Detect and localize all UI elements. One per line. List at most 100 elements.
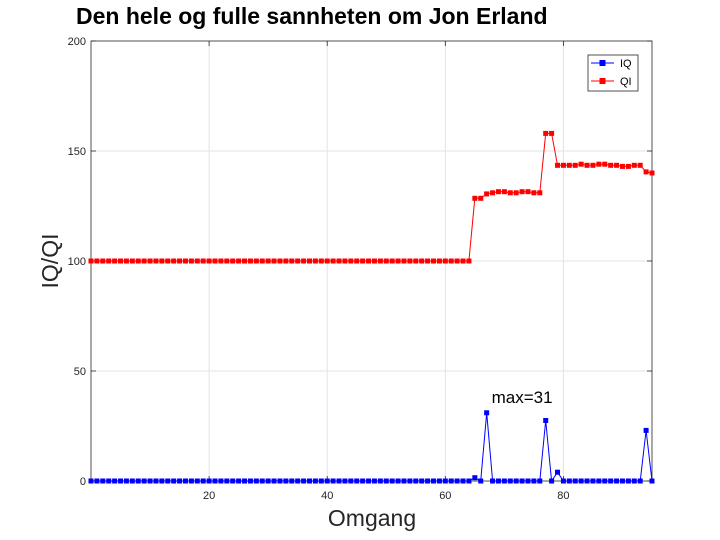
marker-iq bbox=[596, 478, 602, 484]
marker-iq bbox=[247, 478, 253, 484]
marker-qi bbox=[525, 189, 531, 195]
legend-box bbox=[587, 54, 639, 92]
marker-qi bbox=[295, 258, 301, 264]
y-tick-label: 100 bbox=[68, 256, 86, 268]
legend-label-iq: IQ bbox=[620, 58, 632, 70]
marker-iq bbox=[584, 478, 590, 484]
marker-iq bbox=[495, 478, 501, 484]
marker-iq bbox=[306, 478, 312, 484]
marker-qi bbox=[442, 258, 448, 264]
marker-qi bbox=[200, 258, 206, 264]
marker-qi bbox=[448, 258, 454, 264]
marker-iq bbox=[289, 478, 295, 484]
marker-qi bbox=[242, 258, 248, 264]
marker-iq bbox=[371, 478, 377, 484]
marker-iq bbox=[123, 478, 129, 484]
y-tick-label: 0 bbox=[80, 476, 86, 488]
marker-qi bbox=[360, 258, 366, 264]
marker-qi bbox=[484, 191, 490, 197]
marker-iq bbox=[631, 478, 637, 484]
marker-qi bbox=[247, 258, 253, 264]
marker-qi bbox=[94, 258, 100, 264]
marker-qi bbox=[354, 258, 360, 264]
marker-qi bbox=[625, 163, 631, 169]
legend-label-qi: QI bbox=[620, 76, 632, 88]
marker-iq bbox=[265, 478, 271, 484]
marker-qi bbox=[147, 258, 153, 264]
marker-qi bbox=[230, 258, 236, 264]
marker-qi bbox=[401, 258, 407, 264]
marker-iq bbox=[324, 478, 330, 484]
marker-qi bbox=[259, 258, 265, 264]
marker-iq bbox=[200, 478, 206, 484]
marker-qi bbox=[466, 258, 472, 264]
y-tick-label: 50 bbox=[74, 366, 86, 378]
marker-qi bbox=[419, 258, 425, 264]
x-tick-label: 20 bbox=[203, 490, 215, 502]
marker-qi bbox=[277, 258, 283, 264]
marker-iq bbox=[566, 478, 572, 484]
marker-qi bbox=[649, 170, 655, 176]
marker-iq bbox=[230, 478, 236, 484]
marker-iq bbox=[318, 478, 324, 484]
marker-iq bbox=[454, 478, 460, 484]
marker-qi bbox=[395, 258, 401, 264]
marker-qi bbox=[318, 258, 324, 264]
marker-qi bbox=[324, 258, 330, 264]
marker-iq bbox=[436, 478, 442, 484]
marker-qi bbox=[289, 258, 295, 264]
marker-iq bbox=[377, 478, 383, 484]
marker-qi bbox=[182, 258, 188, 264]
marker-iq bbox=[106, 478, 112, 484]
marker-qi bbox=[519, 189, 525, 195]
marker-iq bbox=[478, 478, 484, 484]
marker-qi bbox=[596, 161, 602, 167]
marker-iq bbox=[619, 478, 625, 484]
marker-iq bbox=[177, 478, 183, 484]
marker-iq bbox=[94, 478, 100, 484]
marker-iq bbox=[513, 478, 519, 484]
marker-iq bbox=[425, 478, 431, 484]
marker-qi bbox=[306, 258, 312, 264]
marker-iq bbox=[525, 478, 531, 484]
marker-qi bbox=[413, 258, 419, 264]
marker-qi bbox=[177, 258, 183, 264]
marker-iq bbox=[336, 478, 342, 484]
marker-qi bbox=[301, 258, 307, 264]
marker-iq bbox=[194, 478, 200, 484]
marker-qi bbox=[549, 130, 555, 136]
marker-qi bbox=[194, 258, 200, 264]
marker-qi bbox=[619, 163, 625, 169]
marker-qi bbox=[631, 162, 637, 168]
marker-iq bbox=[472, 475, 478, 481]
series-markers bbox=[88, 130, 655, 484]
marker-qi bbox=[336, 258, 342, 264]
marker-iq bbox=[442, 478, 448, 484]
marker-iq bbox=[608, 478, 614, 484]
marker-qi bbox=[312, 258, 318, 264]
marker-iq bbox=[466, 478, 472, 484]
marker-qi bbox=[472, 195, 478, 201]
marker-qi bbox=[572, 162, 578, 168]
marker-qi bbox=[537, 190, 543, 196]
marker-qi bbox=[212, 258, 218, 264]
marker-iq bbox=[342, 478, 348, 484]
marker-qi bbox=[501, 189, 507, 195]
marker-iq bbox=[277, 478, 283, 484]
marker-iq bbox=[590, 478, 596, 484]
max-annotation: max=31 bbox=[492, 388, 553, 407]
marker-qi bbox=[584, 162, 590, 168]
marker-qi bbox=[165, 258, 171, 264]
marker-qi bbox=[159, 258, 165, 264]
marker-iq bbox=[643, 427, 649, 433]
marker-iq bbox=[519, 478, 525, 484]
marker-qi bbox=[495, 189, 501, 195]
marker-qi bbox=[531, 190, 537, 196]
marker-iq bbox=[206, 478, 212, 484]
marker-iq bbox=[578, 478, 584, 484]
marker-iq bbox=[259, 478, 265, 484]
marker-iq bbox=[448, 478, 454, 484]
marker-qi bbox=[513, 190, 519, 196]
marker-iq bbox=[549, 478, 555, 484]
marker-iq bbox=[460, 478, 466, 484]
